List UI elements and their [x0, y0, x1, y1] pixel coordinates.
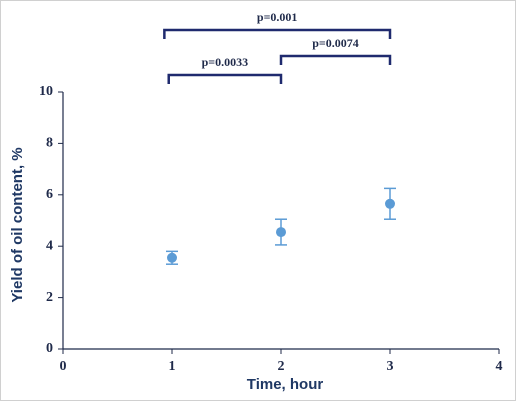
- p-value-label: p=0.0033: [202, 55, 249, 69]
- point: [276, 227, 286, 238]
- y-tick-label: 8: [46, 136, 53, 151]
- significance-bracket: [167, 73, 283, 84]
- significance-bracket: [279, 54, 392, 65]
- p-value-label: p=0.0074: [312, 36, 359, 50]
- y-tick-label: 6: [46, 187, 53, 202]
- point: [167, 252, 177, 263]
- x-tick-label: 4: [496, 359, 503, 374]
- y-tick-label: 0: [46, 341, 53, 356]
- y-tick-label: 10: [39, 84, 53, 99]
- x-axis-title: Time, hour: [247, 376, 324, 393]
- y-axis-title: Yield of oil content, %: [9, 147, 26, 302]
- y-tick-label: 2: [46, 290, 53, 305]
- x-tick-label: 2: [278, 359, 285, 374]
- y-tick-label: 4: [46, 238, 53, 253]
- p-value-label: p=0.001: [257, 10, 298, 24]
- x-tick-label: 0: [60, 359, 67, 374]
- point: [385, 198, 395, 209]
- significance-bracket: [163, 28, 392, 39]
- x-tick-label: 3: [387, 359, 394, 374]
- x-tick-label: 1: [169, 359, 176, 374]
